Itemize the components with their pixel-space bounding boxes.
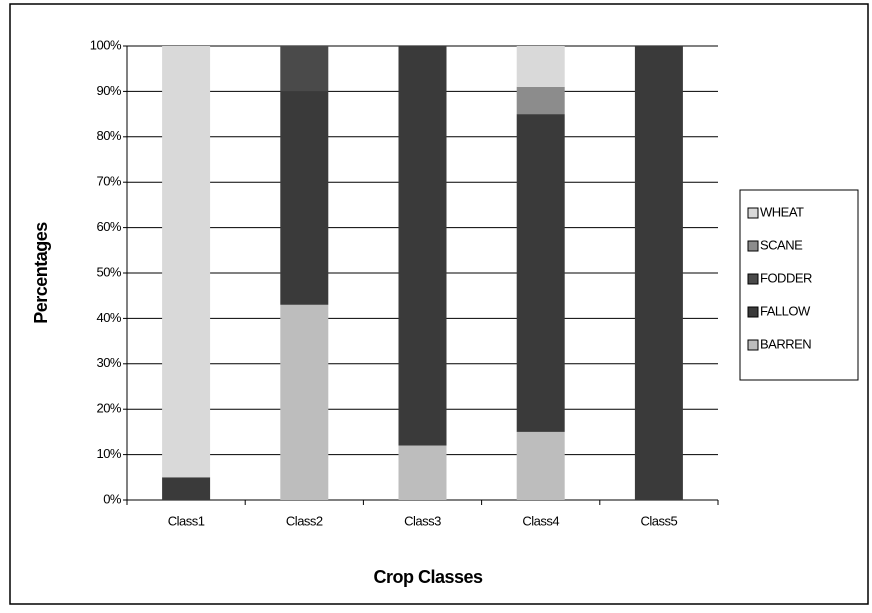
y-tick-label: 90% xyxy=(96,83,121,98)
y-tick-label: 30% xyxy=(96,355,121,370)
legend-box xyxy=(739,189,859,381)
y-tick-label: 50% xyxy=(96,264,121,279)
bar-segment xyxy=(162,477,211,500)
bar-segment xyxy=(280,304,329,500)
bar-segment xyxy=(280,91,329,305)
bar-segment xyxy=(516,431,565,500)
legend-swatch xyxy=(747,339,759,351)
bar-segment xyxy=(634,46,683,500)
bar-segment xyxy=(398,445,447,500)
x-tick-label: Class2 xyxy=(286,513,323,528)
legend-label: SCANE xyxy=(760,237,803,252)
x-tick-label: Class4 xyxy=(522,513,559,528)
legend-swatch xyxy=(747,207,759,219)
y-tick-label: 80% xyxy=(96,128,121,143)
x-tick-label: Class1 xyxy=(168,513,205,528)
legend-label: WHEAT xyxy=(760,204,804,219)
y-tick-label: 100% xyxy=(90,37,122,52)
bar-segment xyxy=(162,46,211,478)
bar-segment xyxy=(516,46,565,87)
y-tick-label: 0% xyxy=(103,491,122,506)
y-tick-label: 70% xyxy=(96,174,121,189)
bar-segment xyxy=(398,46,447,446)
y-axis-title: Percentages xyxy=(31,222,51,324)
legend-swatch xyxy=(747,240,759,252)
legend-label: FODDER xyxy=(760,270,812,285)
legend-label: BARREN xyxy=(760,336,811,351)
y-tick-label: 10% xyxy=(96,446,121,461)
x-tick-label: Class5 xyxy=(641,513,678,528)
y-tick-label: 40% xyxy=(96,310,121,325)
x-axis-title: Crop Classes xyxy=(373,567,483,587)
y-tick-label: 20% xyxy=(96,401,121,416)
x-tick-label: Class3 xyxy=(404,513,441,528)
bar-segment xyxy=(280,46,329,92)
legend-swatch xyxy=(747,306,759,318)
bar-segment xyxy=(516,86,565,115)
legend-swatch xyxy=(747,273,759,285)
legend-label: FALLOW xyxy=(760,303,811,318)
bar-segment xyxy=(516,114,565,432)
y-tick-label: 60% xyxy=(96,219,121,234)
